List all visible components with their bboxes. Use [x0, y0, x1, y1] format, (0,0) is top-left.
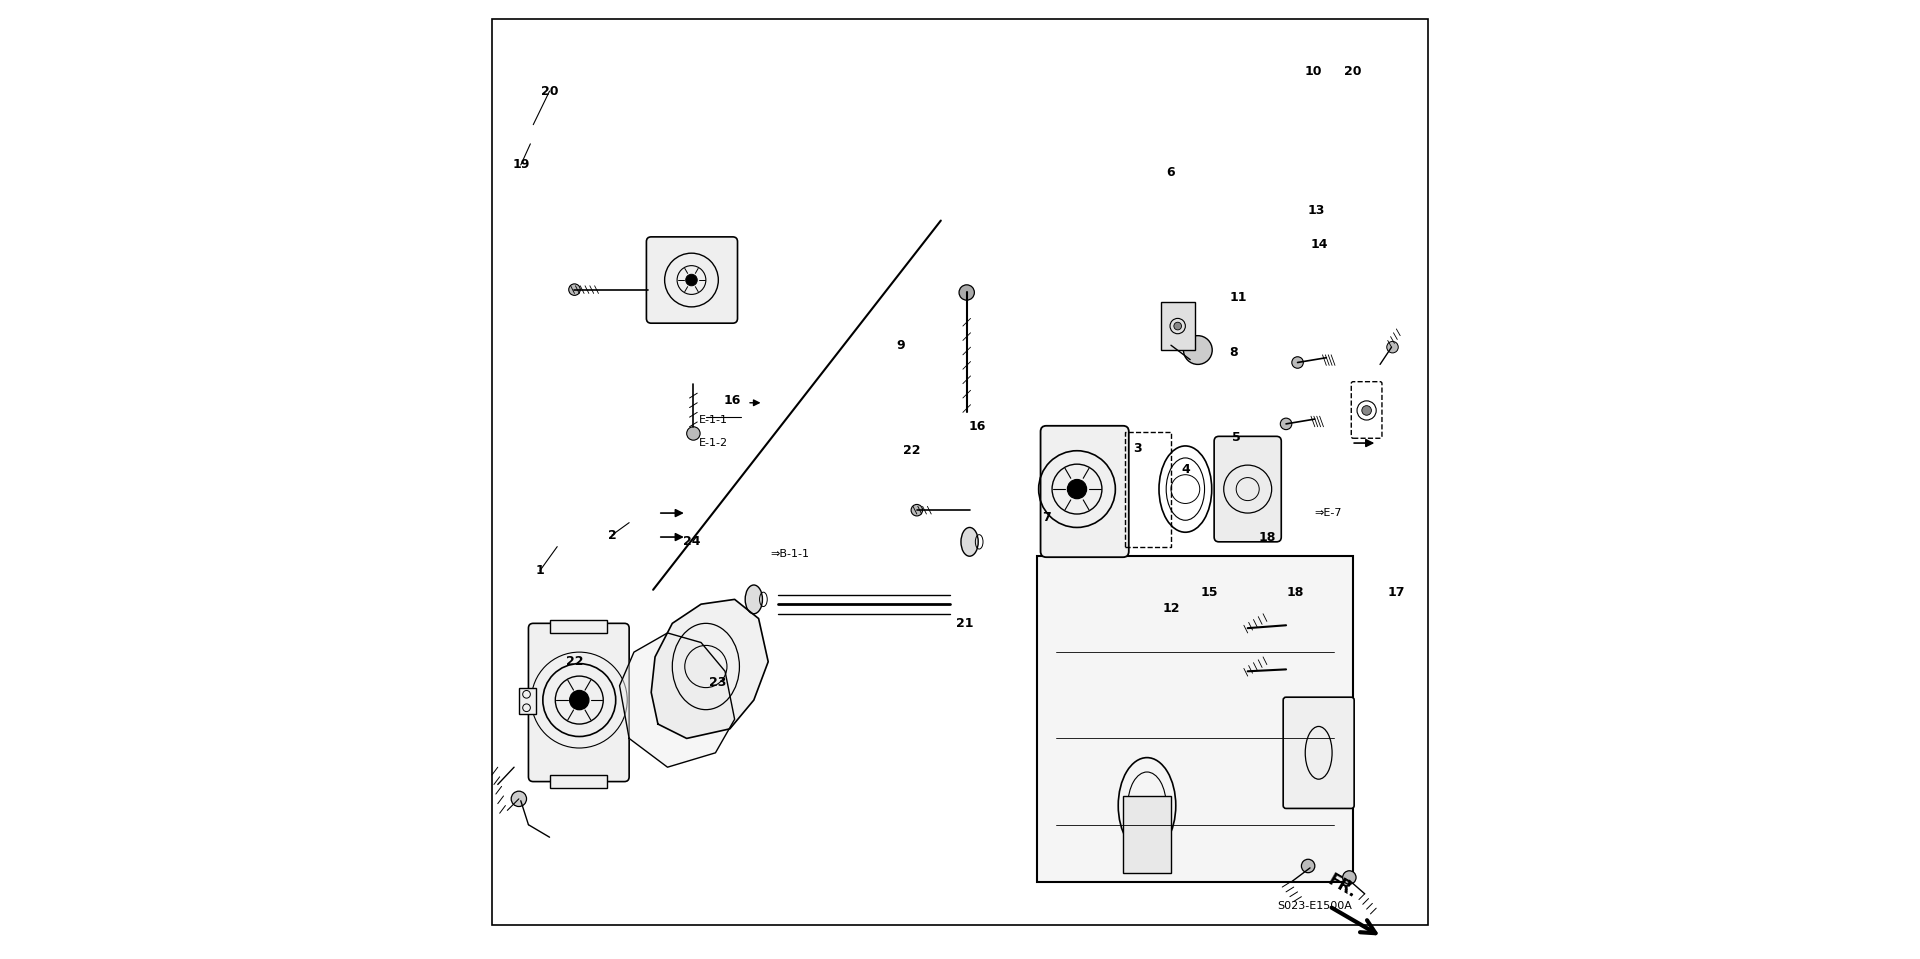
Circle shape [1183, 336, 1212, 364]
Bar [518, 688, 536, 714]
Text: 1: 1 [536, 564, 545, 577]
Text: E-1-1: E-1-1 [699, 415, 728, 425]
Text: 4: 4 [1181, 463, 1190, 477]
Text: 3: 3 [1133, 442, 1142, 456]
Text: 17: 17 [1388, 586, 1405, 599]
Ellipse shape [960, 527, 977, 556]
Circle shape [912, 504, 924, 516]
Text: 7: 7 [1043, 511, 1050, 525]
Circle shape [1292, 357, 1304, 368]
FancyBboxPatch shape [1213, 436, 1281, 542]
FancyBboxPatch shape [647, 237, 737, 323]
Polygon shape [651, 599, 768, 738]
Text: S023-E1500A: S023-E1500A [1277, 901, 1352, 911]
Polygon shape [620, 633, 735, 767]
Text: 6: 6 [1167, 166, 1175, 179]
FancyBboxPatch shape [1283, 697, 1354, 808]
FancyBboxPatch shape [1041, 426, 1129, 557]
Bar [1123, 796, 1171, 873]
Circle shape [960, 285, 973, 300]
Text: 20: 20 [541, 84, 559, 98]
Ellipse shape [745, 585, 762, 614]
Text: 18: 18 [1286, 586, 1304, 599]
Text: 2: 2 [607, 528, 616, 542]
Text: 22: 22 [566, 655, 584, 668]
Circle shape [685, 274, 697, 286]
Circle shape [1302, 859, 1315, 873]
Text: 11: 11 [1229, 291, 1246, 304]
Bar [1037, 556, 1354, 882]
Circle shape [1281, 418, 1292, 430]
Circle shape [1342, 871, 1356, 884]
Text: 18: 18 [1258, 530, 1275, 544]
Text: 5: 5 [1233, 431, 1240, 444]
Text: 10: 10 [1304, 65, 1321, 79]
Text: 12: 12 [1162, 602, 1179, 616]
Circle shape [1386, 341, 1398, 353]
Circle shape [570, 690, 589, 710]
Bar [549, 620, 607, 633]
Text: 8: 8 [1229, 346, 1238, 360]
Circle shape [1068, 480, 1087, 499]
Text: 20: 20 [1344, 65, 1361, 79]
Text: 21: 21 [956, 617, 973, 630]
Text: E-1-2: E-1-2 [699, 438, 728, 448]
Text: 13: 13 [1308, 204, 1325, 218]
Text: ⇒B-1-1: ⇒B-1-1 [770, 550, 808, 559]
Circle shape [568, 284, 580, 295]
Bar [1125, 432, 1171, 547]
Text: 19: 19 [513, 158, 530, 172]
Text: 15: 15 [1200, 586, 1217, 599]
Text: FR.: FR. [1325, 871, 1359, 901]
Text: 16: 16 [724, 394, 741, 408]
Circle shape [511, 791, 526, 807]
Bar [1162, 302, 1194, 350]
Circle shape [1173, 322, 1181, 330]
Text: 16: 16 [968, 420, 987, 433]
Text: 24: 24 [684, 535, 701, 549]
Text: 22: 22 [902, 444, 922, 457]
Circle shape [687, 427, 701, 440]
Circle shape [1361, 406, 1371, 415]
Text: 9: 9 [897, 339, 904, 352]
Text: ⇒E-7: ⇒E-7 [1315, 508, 1342, 518]
Text: 14: 14 [1311, 238, 1329, 251]
Bar [549, 775, 607, 788]
FancyBboxPatch shape [528, 623, 630, 782]
Text: 23: 23 [708, 676, 726, 690]
